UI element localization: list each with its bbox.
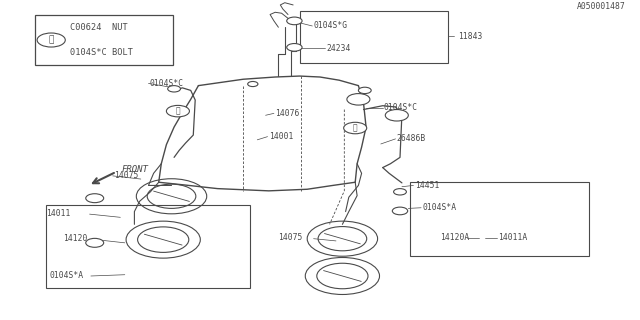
- Circle shape: [358, 87, 371, 93]
- Circle shape: [37, 33, 65, 47]
- Text: C00624  NUT: C00624 NUT: [70, 23, 128, 32]
- Circle shape: [86, 238, 104, 247]
- Text: 14011: 14011: [46, 209, 70, 218]
- Circle shape: [248, 82, 258, 87]
- Circle shape: [392, 207, 408, 215]
- Text: 0104S*A: 0104S*A: [422, 203, 456, 212]
- Circle shape: [287, 44, 302, 51]
- Bar: [35, 15, 173, 65]
- Circle shape: [394, 188, 406, 195]
- Bar: [410, 182, 589, 256]
- Text: A050001487: A050001487: [577, 2, 626, 11]
- Text: 14120A: 14120A: [440, 233, 470, 242]
- Text: 14451: 14451: [415, 181, 439, 190]
- Circle shape: [344, 122, 367, 134]
- Text: ①: ①: [49, 36, 54, 44]
- Circle shape: [385, 109, 408, 121]
- Circle shape: [86, 194, 104, 203]
- Text: 14120: 14120: [63, 234, 87, 243]
- Text: 0104S*G: 0104S*G: [314, 21, 348, 30]
- Text: 14076: 14076: [275, 109, 300, 118]
- Circle shape: [287, 17, 302, 25]
- Text: 14001: 14001: [269, 132, 293, 141]
- Bar: [300, 11, 448, 63]
- Text: ①: ①: [175, 107, 180, 116]
- Text: FRONT: FRONT: [122, 165, 148, 174]
- Text: 14075: 14075: [114, 172, 138, 180]
- Text: 0104S*C: 0104S*C: [150, 79, 184, 88]
- Circle shape: [347, 93, 370, 105]
- Text: 0104S*A: 0104S*A: [50, 271, 84, 281]
- Text: 0104S*C BOLT: 0104S*C BOLT: [70, 48, 133, 57]
- Circle shape: [166, 105, 189, 117]
- Text: 0104S*C: 0104S*C: [384, 103, 418, 112]
- Text: 14075: 14075: [278, 233, 303, 242]
- Text: 14011A: 14011A: [498, 233, 527, 242]
- Text: 26486B: 26486B: [397, 134, 426, 143]
- Circle shape: [168, 86, 180, 92]
- Text: ①: ①: [353, 124, 358, 132]
- Text: 24234: 24234: [326, 44, 351, 53]
- Text: 11843: 11843: [458, 32, 482, 41]
- Bar: [46, 205, 250, 288]
